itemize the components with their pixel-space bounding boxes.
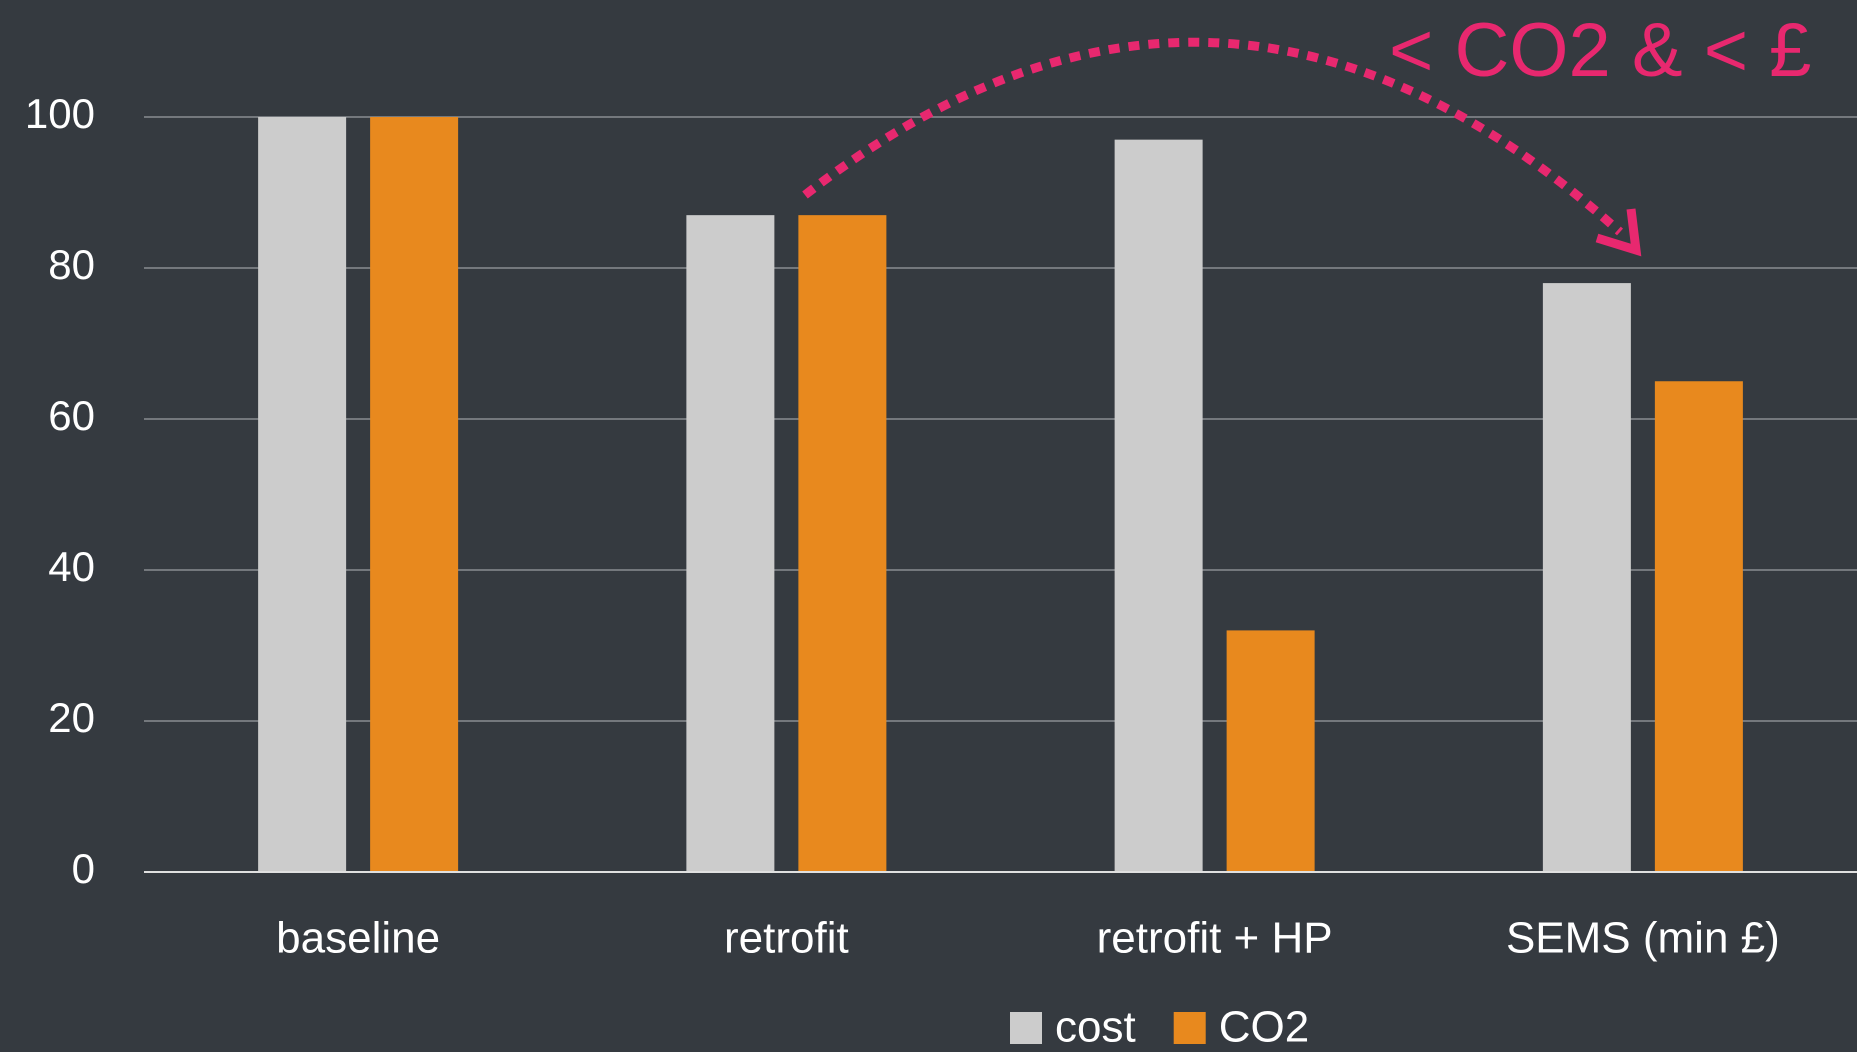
bar xyxy=(686,215,775,872)
y-tick-label: 20 xyxy=(48,694,95,741)
annotation: < CO2 & < £ xyxy=(1389,8,1811,93)
x-tick-label: retrofit xyxy=(724,914,849,963)
x-tick-label: SEMS (min £) xyxy=(1506,914,1780,963)
bar xyxy=(258,117,347,872)
arrow-head xyxy=(1595,208,1642,257)
y-tick-label: 80 xyxy=(48,241,95,288)
bar xyxy=(798,215,887,872)
bar xyxy=(1226,630,1315,872)
bar xyxy=(1654,381,1743,872)
y-tick-label: 100 xyxy=(25,90,95,137)
x-tick-label: retrofit + HP xyxy=(1097,914,1333,963)
bars xyxy=(258,117,1743,873)
y-tick-label: 40 xyxy=(48,543,95,590)
bar xyxy=(1114,139,1203,872)
y-tick-label: 0 xyxy=(72,845,95,892)
bar xyxy=(370,117,459,872)
bar xyxy=(1542,283,1631,873)
legend-swatch xyxy=(1010,1012,1042,1044)
annotation-arrow xyxy=(802,37,1624,236)
x-tick-label: baseline xyxy=(276,914,440,963)
legend-swatch xyxy=(1173,1012,1206,1044)
legend-label: CO2 xyxy=(1219,1003,1309,1052)
legend-label: cost xyxy=(1055,1003,1136,1052)
y-tick-label: 60 xyxy=(48,392,95,439)
